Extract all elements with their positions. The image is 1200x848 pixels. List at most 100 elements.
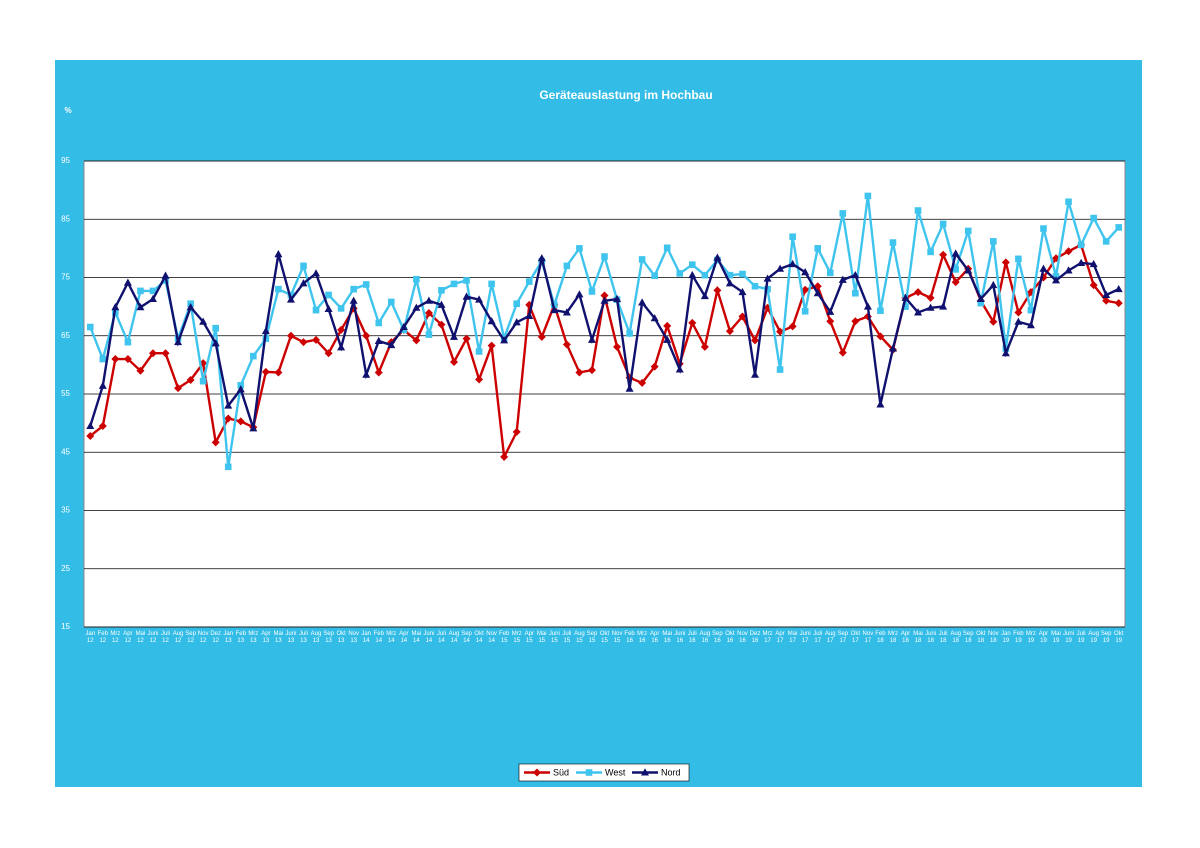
- marker: [1052, 276, 1061, 284]
- marker: [437, 320, 446, 329]
- marker: [1102, 290, 1111, 298]
- marker: [136, 303, 145, 311]
- marker: [274, 368, 283, 377]
- x-tick-label: Aug 12: [172, 631, 184, 644]
- x-tick-label: Apr 13: [261, 631, 271, 644]
- marker: [776, 366, 784, 373]
- marker: [826, 317, 835, 326]
- x-tick-label: Sep 13: [323, 631, 334, 644]
- marker: [475, 348, 483, 355]
- x-tick-label: Okt 18: [976, 631, 986, 644]
- x-tick-label: Feb 14: [373, 631, 384, 644]
- marker: [575, 290, 584, 298]
- marker: [148, 349, 157, 358]
- x-tick-label: Feb 15: [498, 631, 510, 644]
- marker: [513, 300, 521, 308]
- marker: [149, 287, 157, 295]
- marker: [650, 362, 659, 371]
- marker: [587, 366, 596, 375]
- x-tick-label: Apr 15: [524, 631, 534, 644]
- marker: [1114, 299, 1123, 308]
- marker: [1077, 258, 1086, 266]
- y-axis-label: %: [64, 106, 71, 115]
- x-tick-label: Jan 14: [361, 631, 372, 644]
- marker: [776, 264, 785, 272]
- x-tick-label: Jan 19: [1001, 631, 1011, 644]
- x-tick-label: Mai 17: [787, 631, 798, 644]
- marker: [1102, 296, 1111, 305]
- marker: [111, 355, 120, 364]
- marker: [889, 239, 897, 246]
- marker: [123, 278, 132, 286]
- marker: [1027, 306, 1035, 314]
- marker: [1040, 225, 1047, 232]
- marker: [826, 269, 834, 277]
- chart-title: Geräteauslastung im Hochbau: [539, 88, 712, 102]
- marker: [926, 303, 935, 311]
- x-tick-label: Juli 16: [687, 631, 697, 644]
- marker: [525, 278, 533, 285]
- x-tick-label: Mai 18: [913, 631, 923, 644]
- x-tick-label: Apr 14: [399, 631, 409, 644]
- marker: [1089, 259, 1098, 268]
- marker: [424, 309, 433, 318]
- x-tick-label: Okt 16: [725, 631, 735, 644]
- marker: [374, 368, 383, 377]
- marker: [312, 306, 320, 314]
- marker: [688, 270, 697, 279]
- marker: [638, 298, 647, 306]
- marker: [512, 318, 521, 326]
- y-tick-label: 85: [61, 214, 70, 223]
- series: [86, 249, 1123, 432]
- marker: [124, 338, 132, 346]
- x-tick-label: Mrz 18: [887, 631, 898, 644]
- marker: [86, 431, 95, 440]
- x-tick-label: Juni 16: [674, 631, 686, 644]
- legend-marker: [585, 769, 593, 776]
- marker: [224, 414, 233, 423]
- marker: [1014, 317, 1023, 325]
- marker: [362, 281, 370, 288]
- marker: [299, 279, 308, 287]
- x-tick-label: Aug 18: [950, 631, 962, 644]
- marker: [701, 271, 709, 279]
- x-tick-label: Feb 12: [97, 631, 108, 644]
- marker: [337, 343, 346, 351]
- marker: [500, 336, 509, 344]
- marker: [1014, 308, 1023, 317]
- marker: [738, 312, 747, 321]
- marker: [914, 207, 922, 214]
- marker: [236, 385, 245, 393]
- marker: [86, 421, 95, 430]
- x-tick-label: Okt 14: [474, 631, 484, 644]
- x-tick-label: Apr 18: [900, 631, 911, 644]
- marker: [826, 307, 835, 315]
- marker: [349, 296, 358, 304]
- x-tick-label: Jan 12: [85, 631, 96, 644]
- x-tick-label: Aug 14: [448, 631, 460, 644]
- marker: [449, 332, 458, 340]
- marker: [863, 302, 872, 310]
- marker: [1065, 198, 1072, 206]
- marker: [700, 342, 709, 351]
- x-tick-label: Juli 13: [298, 631, 308, 644]
- marker: [462, 334, 471, 343]
- marker: [877, 307, 884, 315]
- marker: [562, 308, 571, 316]
- marker: [601, 253, 608, 260]
- x-tick-label: Sep 12: [185, 631, 196, 644]
- marker: [350, 285, 357, 293]
- marker: [713, 253, 722, 261]
- marker: [788, 259, 797, 268]
- marker: [424, 296, 433, 304]
- x-tick-label: Juni 15: [548, 631, 560, 644]
- marker: [600, 296, 609, 304]
- marker: [375, 319, 383, 327]
- x-tick-label: Nov 15: [611, 631, 623, 644]
- marker: [123, 355, 132, 364]
- marker: [487, 316, 496, 325]
- x-tick-label: Juni 17: [799, 631, 811, 644]
- marker: [224, 401, 233, 409]
- marker: [174, 384, 183, 393]
- marker: [98, 381, 107, 389]
